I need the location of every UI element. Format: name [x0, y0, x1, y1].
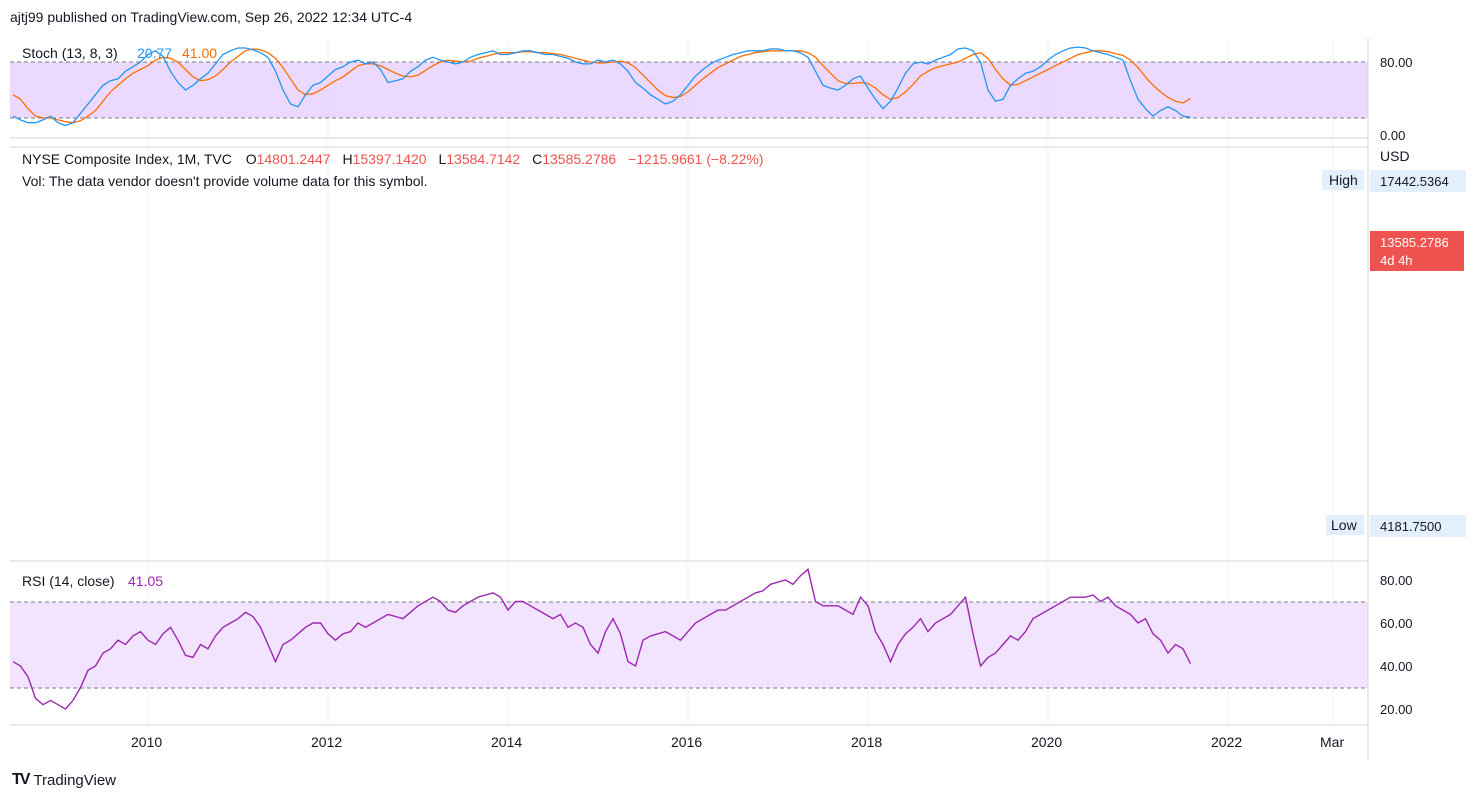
- open-label: O: [246, 151, 257, 167]
- low-label-legend: L: [438, 151, 446, 167]
- tradingview-brand: TradingView: [33, 771, 116, 789]
- rsi-axis-label: 80.00: [1380, 573, 1413, 588]
- rsi-label: RSI (14, close): [22, 573, 115, 589]
- rsi-line: [12, 568, 1192, 710]
- stoch-k-line: [12, 46, 1191, 127]
- rsi-axis-label: 40.00: [1380, 659, 1413, 674]
- time-axis: 2010 2012 2014 2016 2018 2020 2022 Mar: [131, 734, 1344, 750]
- low-tag: [1326, 515, 1364, 535]
- stoch-label: Stoch (13, 8, 3): [22, 45, 118, 61]
- rsi-value: 41.05: [128, 573, 163, 589]
- open-value: 14801.2447: [257, 151, 331, 167]
- stoch-axis-label: 80.00: [1380, 55, 1413, 70]
- last-price-text: 13585.2786: [1380, 235, 1449, 250]
- time-label: 2020: [1031, 734, 1062, 750]
- stoch-k-value: 20.77: [137, 45, 172, 61]
- low-tag-label: Low: [1331, 517, 1358, 533]
- currency-label: USD: [1380, 148, 1410, 164]
- low-value-text: 4181.7500: [1380, 519, 1441, 534]
- high-tag: [1322, 170, 1364, 190]
- tradingview-footer[interactable]: TV TradingView: [12, 771, 116, 789]
- rsi-panel: RSI (14, close) 41.05 80.00 60.00 40.00 …: [10, 568, 1413, 717]
- rsi-axis-label: 20.00: [1380, 702, 1413, 717]
- high-tag-label: High: [1329, 172, 1358, 188]
- low-value-legend: 13584.7142: [446, 151, 520, 167]
- time-label: Mar: [1320, 734, 1344, 750]
- time-label: 2018: [851, 734, 882, 750]
- rsi-band: [10, 602, 1368, 688]
- close-value: 13585.2786: [542, 151, 616, 167]
- last-price-tag: [1370, 231, 1464, 271]
- stoch-d-value: 41.00: [182, 45, 217, 61]
- stoch-d-line: [12, 48, 1191, 124]
- low-value-tag: [1370, 515, 1466, 537]
- time-label: 2012: [311, 734, 342, 750]
- stoch-panel: Stoch (13, 8, 3) 20.77 41.00 80.00 0.00: [10, 45, 1413, 143]
- rsi-axis-label: 60.00: [1380, 616, 1413, 631]
- change-value: −1215.9661 (−8.22%): [628, 151, 763, 167]
- volume-note: Vol: The data vendor doesn't provide vol…: [22, 173, 428, 189]
- time-label: 2022: [1211, 734, 1242, 750]
- time-label: 2010: [131, 734, 162, 750]
- price-panel: NYSE Composite Index, 1M, TVC O14801.244…: [22, 148, 1466, 537]
- tradingview-logo-icon: TV: [12, 771, 31, 788]
- stoch-axis-label: 0.00: [1380, 128, 1405, 143]
- high-value-legend: 15397.1420: [353, 151, 427, 167]
- symbol-legend: NYSE Composite Index, 1M, TVC O14801.244…: [22, 151, 764, 167]
- stoch-band: [10, 62, 1368, 118]
- high-label-legend: H: [342, 151, 352, 167]
- close-label: C: [532, 151, 542, 167]
- countdown-text: 4d 4h: [1380, 253, 1413, 268]
- time-label: 2016: [671, 734, 702, 750]
- high-value-text: 17442.5364: [1380, 174, 1449, 189]
- publisher-header: ajtj99 published on TradingView.com, Sep…: [10, 9, 413, 25]
- high-value-tag: [1370, 170, 1466, 192]
- time-label: 2014: [491, 734, 522, 750]
- symbol-name: NYSE Composite Index, 1M, TVC: [22, 151, 232, 167]
